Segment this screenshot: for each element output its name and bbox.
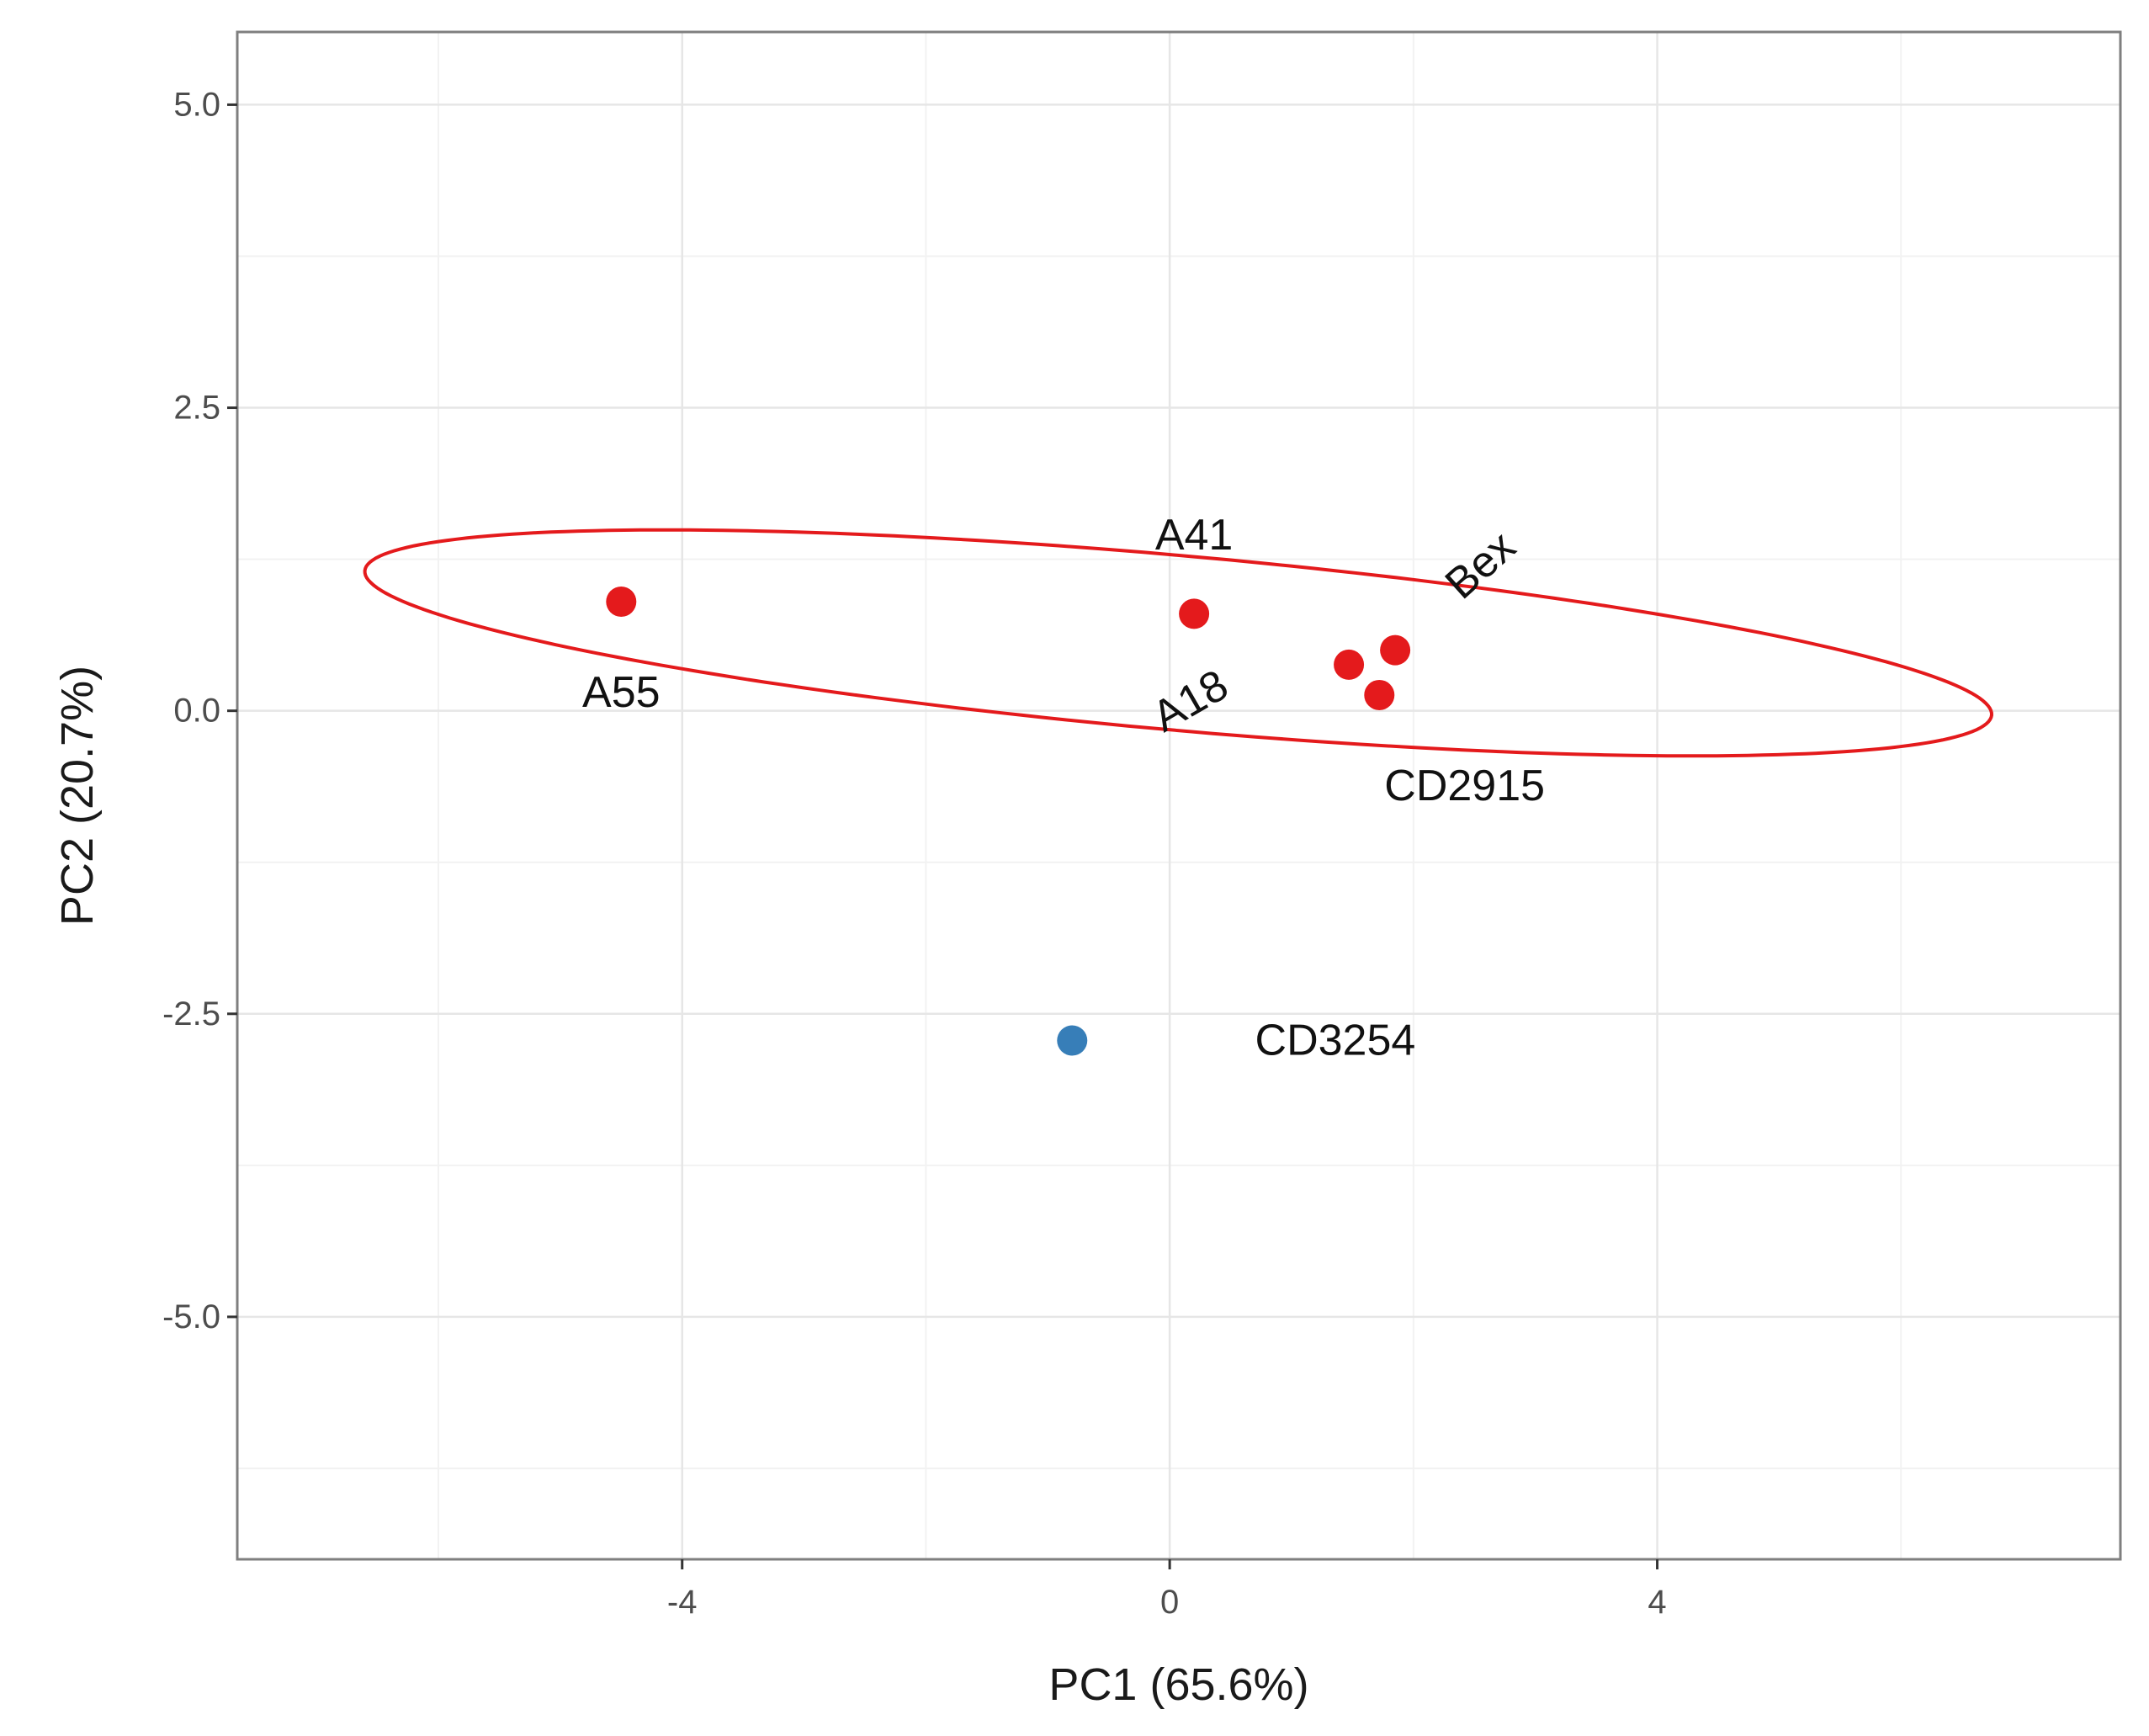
data-point-cd3254	[1057, 1025, 1088, 1056]
confidence-ellipse	[363, 528, 1994, 758]
point-label-bex: Bex	[1436, 522, 1525, 608]
data-point-bex	[1380, 634, 1411, 666]
point-label-a41: A41	[1155, 511, 1234, 560]
data-point-cd2915	[1364, 679, 1395, 710]
x-axis-title: PC1 (65.6%)	[1048, 1659, 1308, 1710]
confidence-ellipse-layer	[363, 528, 1994, 758]
data-point-a55	[606, 587, 637, 618]
y-tick-label: 0.0	[173, 693, 220, 730]
x-tick-label: 0	[1160, 1584, 1179, 1621]
y-tick-label: 5.0	[173, 86, 220, 123]
y-tick-label: -2.5	[162, 995, 220, 1033]
plot-panel-border	[236, 30, 2122, 1561]
major-gridlines	[237, 32, 2120, 1559]
x-axis-ticks: -4 0 4	[667, 1559, 1667, 1621]
minor-gridlines	[237, 32, 2120, 1559]
data-points	[606, 587, 1411, 1056]
point-label-cd2915: CD2915	[1384, 762, 1545, 810]
data-point-a18	[1334, 649, 1365, 680]
y-tick-label: 2.5	[173, 390, 220, 427]
data-point-a41	[1179, 598, 1210, 629]
point-label-a55: A55	[582, 668, 661, 717]
y-tick-label: -5.0	[162, 1298, 220, 1335]
point-label-cd3254: CD3254	[1255, 1016, 1416, 1064]
y-axis-ticks: 5.0 2.5 0.0 -2.5 -5.0	[162, 86, 237, 1335]
x-tick-label: 4	[1648, 1584, 1666, 1621]
y-axis-title: PC2 (20.7%)	[52, 666, 103, 926]
x-tick-label: -4	[667, 1584, 698, 1621]
